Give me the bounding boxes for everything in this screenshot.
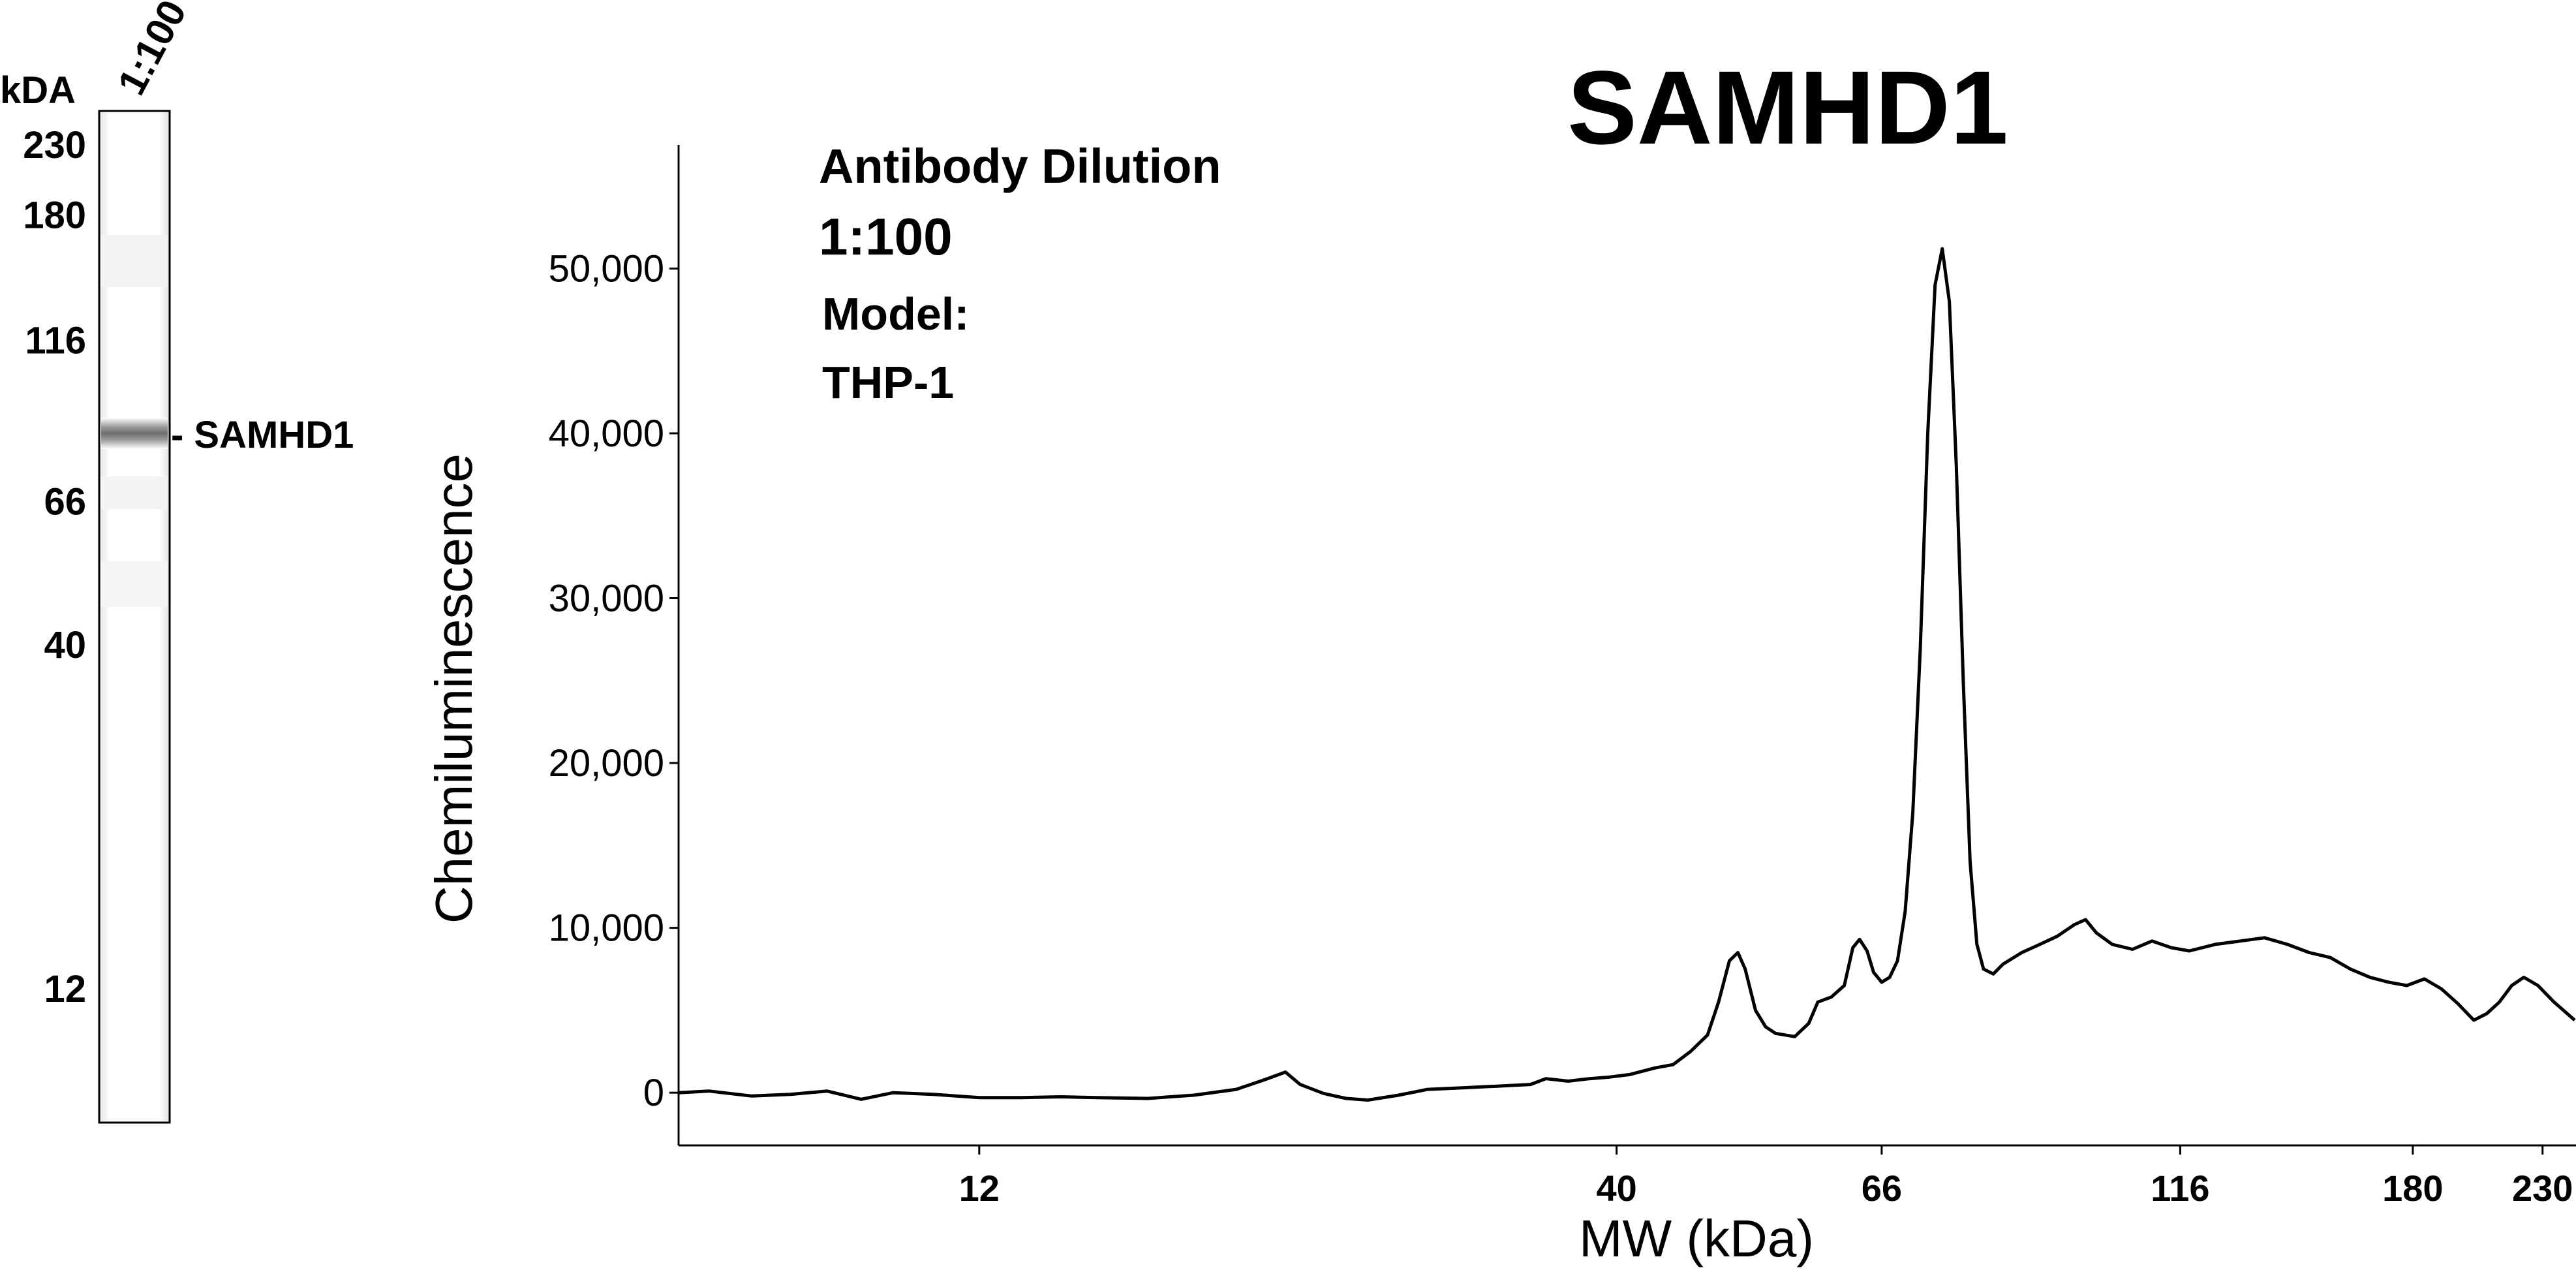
chemiluminescence-trace: [678, 247, 2576, 1102]
x-tick-label: 12: [959, 1168, 1000, 1209]
ladder-label: 12: [44, 968, 86, 1010]
annotation-antibody-dilution: Antibody Dilution: [819, 139, 1221, 193]
y-tick-label: 50,000: [549, 247, 664, 290]
y-tick-label: 20,000: [549, 742, 664, 785]
ladder-label: 230: [23, 124, 86, 166]
x-tick-label: 230: [2512, 1168, 2573, 1209]
annotation-model-value: THP-1: [822, 357, 954, 408]
y-axis-label: Chemiluminescence: [425, 454, 483, 924]
x-tick-label: 116: [2151, 1168, 2209, 1209]
lane-faint-band: [101, 476, 168, 509]
ladder-label: 180: [23, 194, 86, 236]
x-axis-label: MW (kDa): [1579, 1209, 1814, 1267]
samhd1-band: [101, 418, 168, 449]
y-tick-label: 40,000: [549, 412, 664, 455]
x-tick-label: 180: [2382, 1168, 2443, 1209]
x-tick-label: 66: [1862, 1168, 1902, 1209]
y-tick-label: 30,000: [549, 578, 664, 620]
ladder-label: 40: [44, 624, 86, 666]
annotation-model: Model:: [822, 288, 970, 339]
lane-panel: kDA 1:100 230 180 116 66 40 12 - SAMHD1: [0, 0, 354, 1124]
ladder-label: 66: [44, 481, 86, 523]
annotation-block: Antibody Dilution 1:100 Model: THP-1: [819, 139, 1221, 408]
lane-unit-label: kDA: [0, 69, 76, 112]
y-tick-label: 10,000: [549, 907, 664, 950]
lane-faint-band: [101, 561, 168, 607]
electropherogram: SAMHD1 0 10,000 20,000 30,000 40,000 50,000 1…: [425, 49, 2576, 1267]
ladder-labels: 230 180 116 66 40 12: [23, 124, 86, 1010]
ladder-label: 116: [25, 320, 86, 362]
y-ticks: 0 10,000 20,000 30,000 40,000 50,000: [549, 247, 679, 1114]
y-tick-label: 0: [643, 1072, 664, 1114]
lane-faint-band: [101, 235, 168, 287]
x-ticks: 12 40 66 116 180 230: [959, 1145, 2573, 1209]
chart-title: SAMHD1: [1567, 49, 2008, 166]
band-label: - SAMHD1: [171, 414, 354, 456]
annotation-dilution-value: 1:100: [819, 208, 953, 266]
lane-dilution-label: 1:100: [109, 0, 194, 102]
x-tick-label: 40: [1596, 1168, 1636, 1209]
